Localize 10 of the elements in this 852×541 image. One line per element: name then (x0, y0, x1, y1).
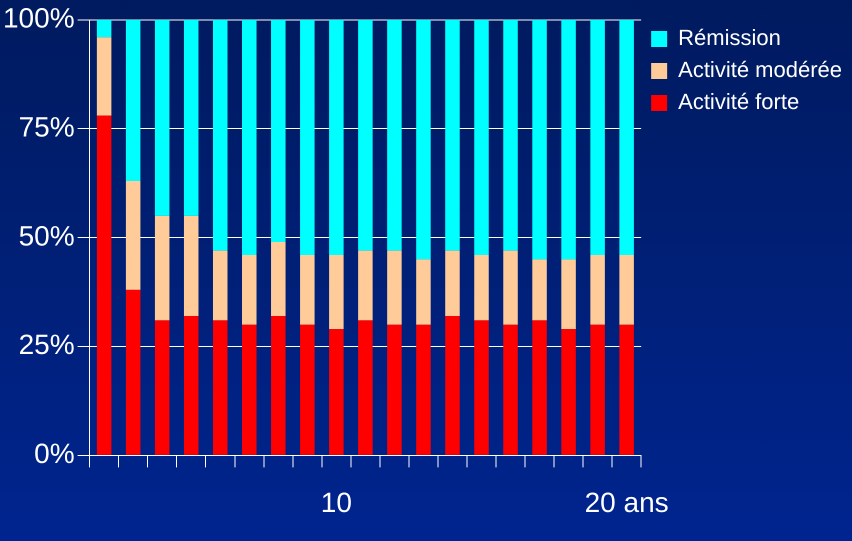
legend-label: Rémission (678, 25, 781, 50)
y-tick-label: 0% (34, 438, 75, 470)
y-tick-label: 100% (2, 2, 75, 34)
x-tick-label: 10 (320, 486, 352, 518)
y-tick-label: 50% (18, 220, 75, 252)
legend-label: Activité forte (678, 89, 800, 114)
y-tick-label: 25% (18, 329, 75, 360)
y-tick-label: 75% (18, 111, 75, 142)
x-tick-label: 20 ans (584, 486, 669, 518)
legend-label: Activité modérée (678, 57, 842, 82)
